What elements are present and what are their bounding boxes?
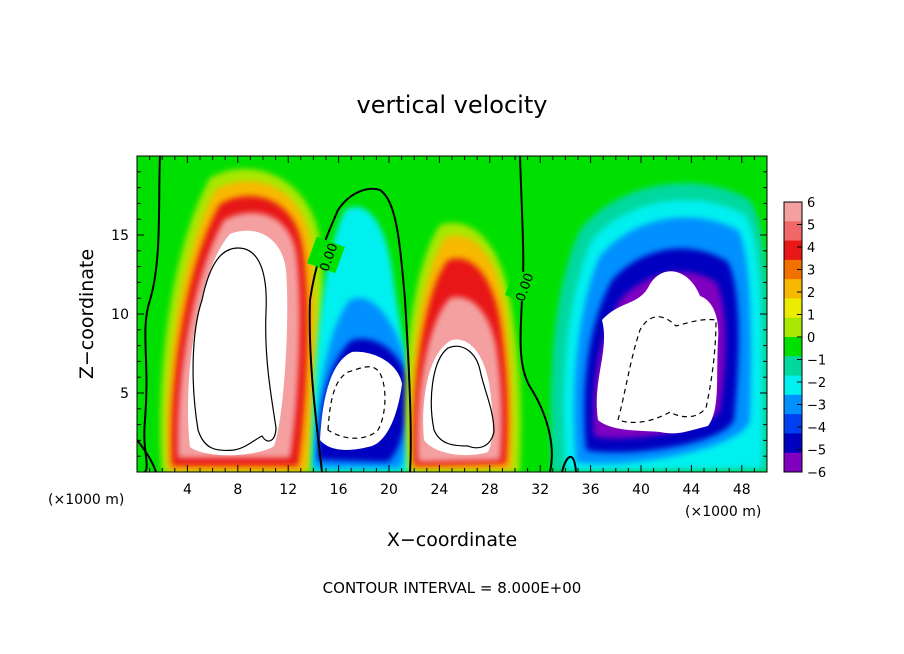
colorbar-tick-label: −2 (807, 376, 826, 391)
colorbar-swatch (784, 221, 802, 242)
x-tick-label: 48 (733, 482, 751, 498)
colorbar-swatch (784, 394, 802, 415)
colorbar-tick-label: 1 (807, 309, 815, 324)
contour-labels: 0.00 0.00 (307, 236, 543, 306)
colorbar-swatch (784, 317, 802, 338)
contour-lines (137, 156, 717, 472)
x-tick-label: 32 (531, 482, 549, 498)
field-cells (160, 168, 767, 472)
colorbar-tick-label: −5 (807, 444, 826, 459)
colorbar-swatch (784, 279, 802, 299)
updraft-cell-1 (160, 168, 324, 472)
zero-contour-5 (561, 456, 577, 472)
x-tick-label: 28 (481, 482, 499, 498)
plot-area: 0.00 0.00 (137, 156, 767, 472)
contour-interval-note: CONTOUR INTERVAL = 8.000E+00 (323, 579, 582, 597)
x-tick-label: 44 (682, 482, 700, 498)
colorbar-swatch (784, 433, 802, 454)
colorbar-tick-label: 3 (807, 264, 815, 279)
x-tick-label: 8 (233, 482, 242, 498)
colorbar: 6 5 4 3 2 1 0 −1 −2 −3 −4 −5 −6 (783, 196, 826, 481)
colorbar-swatch (784, 337, 802, 357)
negative-contour-1 (327, 366, 386, 439)
chart-title: vertical velocity (357, 91, 548, 119)
colorbar-tick-label: −1 (807, 354, 826, 369)
colorbar-swatch (784, 240, 802, 261)
x-tick-label: 12 (279, 482, 297, 498)
zero-contour-1 (143, 156, 161, 472)
x-tick-label: 4 (183, 482, 192, 498)
positive-contour-1 (192, 247, 277, 452)
zero-contour-4 (137, 439, 157, 472)
x-tick-label: 40 (632, 482, 650, 498)
colorbar-swatch (784, 414, 802, 434)
x-unit-left: (×1000 m) (48, 492, 124, 508)
colorbar-tick-label: −6 (807, 466, 826, 481)
downdraft-cell-2 (550, 183, 767, 472)
x-tick-label: 20 (380, 482, 398, 498)
colorbar-tick-label: −3 (807, 399, 826, 414)
colorbar-swatch (784, 259, 802, 280)
colorbar-swatch (784, 202, 802, 222)
x-axis-label: X−coordinate (387, 529, 517, 551)
x-unit-right: (×1000 m) (685, 504, 761, 520)
colorbar-swatch (784, 356, 802, 377)
zero-contour-3 (519, 156, 553, 472)
y-axis: 5 10 15 (111, 171, 767, 457)
y-tick-label: 5 (120, 386, 129, 402)
y-axis-label: Z−coordinate (76, 249, 98, 379)
colorbar-tick-label: 6 (807, 196, 815, 211)
colorbar-tick-label: 5 (807, 219, 815, 234)
x-tick-label: 24 (430, 482, 448, 498)
colorbar-tick-label: −4 (807, 421, 826, 436)
x-tick-label: 16 (330, 482, 348, 498)
x-axis: 4 8 12 16 20 24 28 32 36 40 44 48 (149, 156, 755, 498)
colorbar-tick-label: 4 (807, 241, 815, 256)
x-tick-label: 36 (582, 482, 600, 498)
y-tick-label: 15 (111, 228, 129, 244)
colorbar-swatch (784, 298, 802, 319)
positive-contour-2 (430, 345, 495, 449)
colorbar-swatch (784, 452, 802, 473)
colorbar-tick-label: 2 (807, 286, 815, 301)
y-tick-label: 10 (111, 307, 129, 323)
colorbar-tick-label: 0 (807, 331, 815, 346)
downdraft-cell-1 (312, 206, 419, 472)
zero-contour-2 (308, 187, 412, 472)
colorbar-swatch (784, 375, 802, 396)
